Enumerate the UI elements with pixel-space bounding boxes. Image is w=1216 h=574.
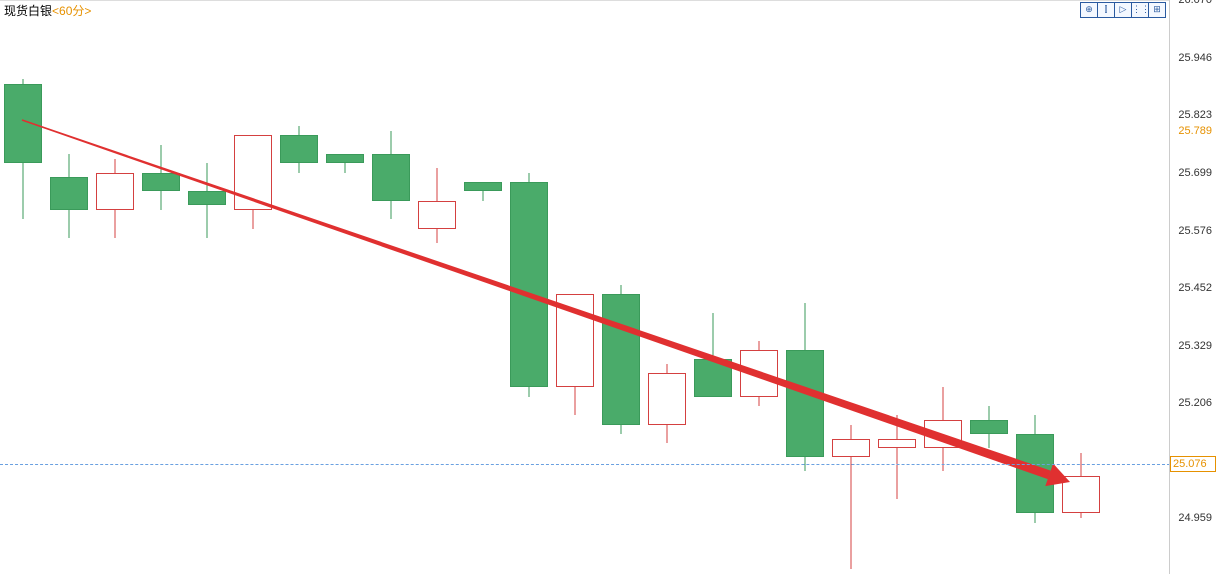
candle-body xyxy=(1016,434,1054,513)
y-tick-label: 25.946 xyxy=(1178,52,1212,64)
candle xyxy=(832,425,870,570)
y-tick-label: 25.329 xyxy=(1178,340,1212,352)
candle-body xyxy=(188,191,226,205)
candle xyxy=(694,313,732,397)
candle-body xyxy=(740,350,778,397)
candle-body xyxy=(602,294,640,425)
y-axis: 26.070 25.946 25.823 25.699 25.576 25.452 25.3… xyxy=(1169,0,1216,574)
candle xyxy=(4,79,42,219)
candle xyxy=(326,154,364,173)
candle xyxy=(786,303,824,471)
candle xyxy=(648,364,686,443)
candle-body xyxy=(832,439,870,458)
candle-wick xyxy=(897,415,898,499)
candle xyxy=(556,294,594,415)
candle xyxy=(96,159,134,238)
candle xyxy=(924,387,962,471)
candle xyxy=(372,131,410,220)
candle-body xyxy=(418,201,456,229)
candle xyxy=(1016,415,1054,522)
y-tick-highlight: 25.789 xyxy=(1178,125,1212,137)
candle xyxy=(970,406,1008,448)
candle-body xyxy=(464,182,502,191)
candle xyxy=(50,154,88,238)
candle xyxy=(464,182,502,201)
plot-area[interactable] xyxy=(0,0,1170,574)
candle-body xyxy=(326,154,364,163)
candle xyxy=(602,285,640,434)
candle xyxy=(280,126,318,173)
chart-container: 现货白银<60分> ⊕ ⫿ ▷ ⋮⋮ ⊞ 26.07025.94625.8232… xyxy=(0,0,1216,574)
candle-body xyxy=(556,294,594,387)
y-tick-label: 25.206 xyxy=(1178,397,1212,409)
candle-body xyxy=(1062,476,1100,513)
y-tick-label: 25.576 xyxy=(1178,225,1212,237)
y-tick-label: 25.699 xyxy=(1178,167,1212,179)
candle xyxy=(234,135,272,228)
candle xyxy=(142,145,180,210)
candle-body xyxy=(234,135,272,210)
candle-body xyxy=(786,350,824,457)
candle-body xyxy=(142,173,180,192)
current-price-line xyxy=(0,464,1170,465)
y-tick-label: 24.959 xyxy=(1178,512,1212,524)
candle-body xyxy=(648,373,686,424)
candle-body xyxy=(4,84,42,163)
y-tick-label: 25.452 xyxy=(1178,282,1212,294)
candle-body xyxy=(372,154,410,201)
candle xyxy=(418,168,456,243)
candle xyxy=(510,173,548,397)
candle-body xyxy=(510,182,548,387)
current-price-tag: 25.076 xyxy=(1170,456,1216,472)
candle xyxy=(1062,453,1100,518)
candle-body xyxy=(280,135,318,163)
candle-body xyxy=(878,439,916,448)
candle-body xyxy=(694,359,732,396)
y-tick-label: 26.070 xyxy=(1178,0,1212,6)
candle xyxy=(188,163,226,238)
candle-body xyxy=(924,420,962,448)
candle-body xyxy=(96,173,134,210)
candle xyxy=(740,341,778,406)
y-tick-label: 25.823 xyxy=(1178,109,1212,121)
candle-body xyxy=(50,177,88,210)
candle xyxy=(878,415,916,499)
candle-body xyxy=(970,420,1008,434)
